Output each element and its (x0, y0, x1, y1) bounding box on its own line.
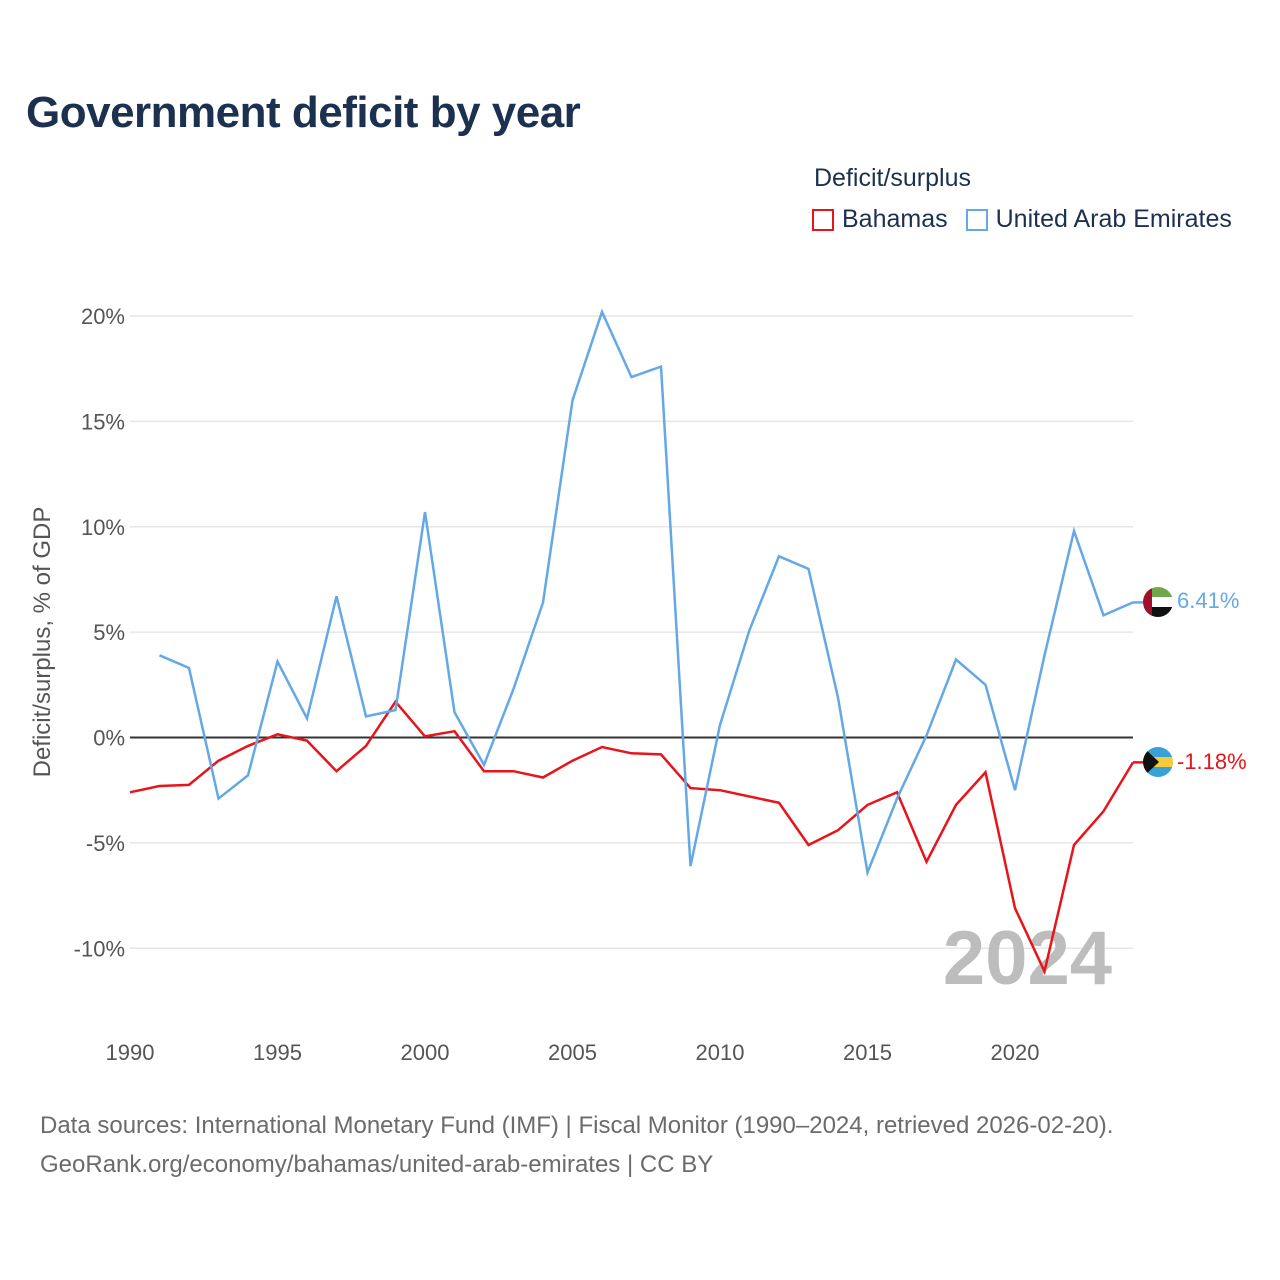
footer-sources: Data sources: International Monetary Fun… (40, 1112, 1114, 1139)
chart-title: Government deficit by year (26, 88, 581, 137)
current-year-watermark: 2024 (943, 916, 1112, 1001)
end-label-uae: 6.41% (1177, 588, 1239, 613)
series-line-bahamas[interactable] (129, 699, 1135, 976)
series-line-uae[interactable] (159, 308, 1134, 877)
y-tick-labels: -10% -5% 0% 5% 10% 15% 20% (74, 304, 125, 961)
x-tick-label: 2010 (696, 1040, 745, 1065)
footer-credit[interactable]: GeoRank.org/economy/bahamas/united-arab-… (40, 1151, 714, 1178)
legend-item-uae[interactable]: United Arab Emirates (965, 205, 1232, 234)
legend-item-bahamas[interactable]: Bahamas (812, 205, 948, 234)
legend-label-uae: United Arab Emirates (995, 205, 1232, 233)
y-tick-label: 5% (93, 620, 125, 645)
footer: Data sources: International Monetary Fun… (40, 1106, 1113, 1184)
y-tick-label: 10% (81, 515, 125, 540)
grid-lines (130, 315, 1133, 949)
legend: Bahamas United Arab Emirates (812, 205, 1250, 234)
legend-label-bahamas: Bahamas (842, 205, 948, 233)
x-tick-label: 2015 (843, 1040, 892, 1065)
bahamas-flag-icon (1143, 747, 1173, 777)
y-tick-label: 15% (81, 409, 125, 434)
x-tick-label: 1990 (106, 1040, 155, 1065)
x-tick-label: 1995 (253, 1040, 302, 1065)
x-tick-label: 2005 (548, 1040, 597, 1065)
y-axis-title: Deficit/surplus, % of GDP (29, 507, 56, 778)
legend-swatch-bahamas (812, 208, 834, 231)
legend-swatch-uae (965, 208, 988, 231)
legend-title: Deficit/surplus (814, 164, 971, 192)
x-tick-label: 2000 (401, 1040, 450, 1065)
x-tick-label: 2020 (991, 1040, 1040, 1065)
end-label-bahamas: -1.18% (1177, 749, 1247, 774)
y-tick-label: 0% (93, 726, 125, 751)
x-tick-labels: 1990 1995 2000 2005 2010 2015 2020 (106, 1040, 1040, 1065)
y-tick-label: 20% (81, 304, 125, 329)
y-tick-label: -10% (74, 936, 125, 961)
y-tick-label: -5% (86, 831, 125, 856)
uae-flag-icon (1143, 587, 1173, 617)
